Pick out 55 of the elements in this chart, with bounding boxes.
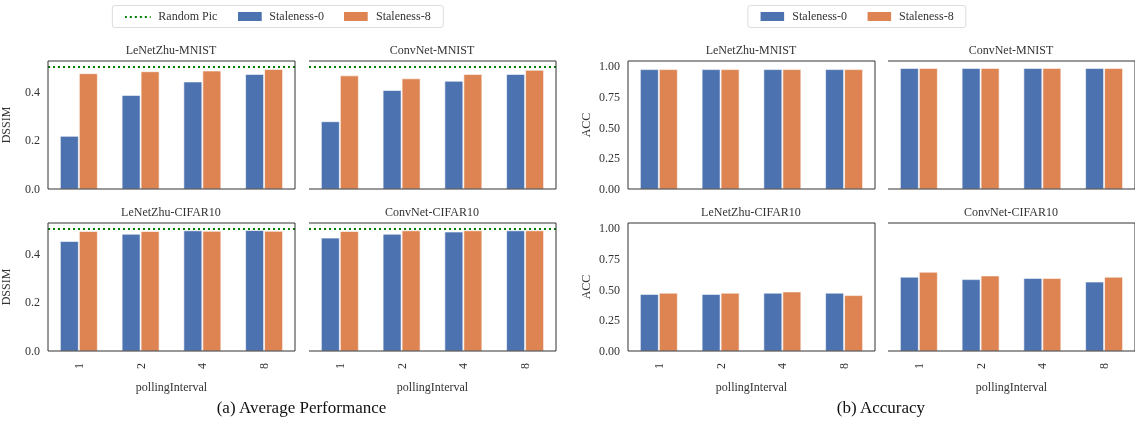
x-tick-label: 8: [257, 363, 272, 369]
y-tick-label: 0.2: [25, 295, 40, 310]
legend-label: Staleness-0: [792, 9, 847, 24]
chart-title: LeNetZhu-CIFAR10: [120, 204, 222, 221]
chart-title: ConvNet-CIFAR10: [963, 204, 1059, 221]
legend-label: Staleness-8: [376, 9, 431, 24]
y-tick-label: 0.0: [25, 182, 40, 197]
chart-title: LeNetZhu-MNIST: [124, 42, 218, 59]
y-tick-label: 0.0: [25, 344, 40, 359]
y-tick-label: 0.4: [25, 84, 40, 99]
y-tick-label: 0.75: [599, 251, 620, 266]
y-tick-label: 0.25: [599, 151, 620, 166]
y-tick-label: 0.75: [599, 89, 620, 104]
x-tick-label: 2: [133, 363, 148, 369]
y-tick-label: 1.00: [599, 221, 620, 236]
x-axis-title: pollingInterval: [975, 380, 1048, 394]
chart-title: ConvNet-CIFAR10: [384, 204, 480, 221]
x-tick-label: 2: [713, 363, 728, 369]
text: (a) Average Performance: [216, 398, 387, 418]
x-tick-label: 2: [394, 363, 409, 369]
x-tick-label: 1: [71, 363, 86, 369]
x-tick-label: 4: [1035, 363, 1050, 369]
x-axis-title: pollingInterval: [135, 380, 208, 394]
chart-title: LeNetZhu-CIFAR10: [700, 204, 802, 221]
y-tick-label: 0.4: [25, 246, 40, 261]
x-tick-label: 1: [911, 363, 926, 369]
x-axis-title: pollingInterval: [715, 380, 788, 394]
y-axis-title: DSSIM: [0, 106, 14, 144]
y-axis-title: ACC: [579, 274, 594, 300]
y-axis-title: ACC: [579, 112, 594, 138]
chart-title: ConvNet-MNIST: [967, 42, 1055, 59]
x-tick-label: 1: [332, 363, 347, 369]
y-tick-label: 0.00: [599, 182, 620, 197]
y-tick-label: 0.50: [599, 120, 620, 135]
y-tick-label: 0.25: [599, 313, 620, 328]
y-tick-label: 0.50: [599, 282, 620, 297]
x-tick-label: 4: [195, 363, 210, 369]
legend-label: Staleness-8: [899, 9, 954, 24]
x-tick-label: 8: [837, 363, 852, 369]
chart-title: ConvNet-MNIST: [388, 42, 476, 59]
x-tick-label: 4: [775, 363, 790, 369]
text: (b) Accuracy: [836, 398, 926, 418]
x-tick-label: 8: [1097, 363, 1112, 369]
y-axis-title: DSSIM: [0, 268, 14, 306]
chart-title: LeNetZhu-MNIST: [704, 42, 798, 59]
x-tick-label: 4: [456, 363, 471, 369]
x-tick-label: 1: [651, 363, 666, 369]
y-tick-label: 0.2: [25, 133, 40, 148]
x-tick-label: 2: [973, 363, 988, 369]
x-axis-title: pollingInterval: [396, 380, 469, 394]
x-tick-label: 8: [518, 363, 533, 369]
y-tick-label: 1.00: [599, 59, 620, 74]
legend-label: Staleness-0: [269, 9, 324, 24]
legend-label: Random Pic: [158, 9, 218, 24]
y-tick-label: 0.00: [599, 344, 620, 359]
